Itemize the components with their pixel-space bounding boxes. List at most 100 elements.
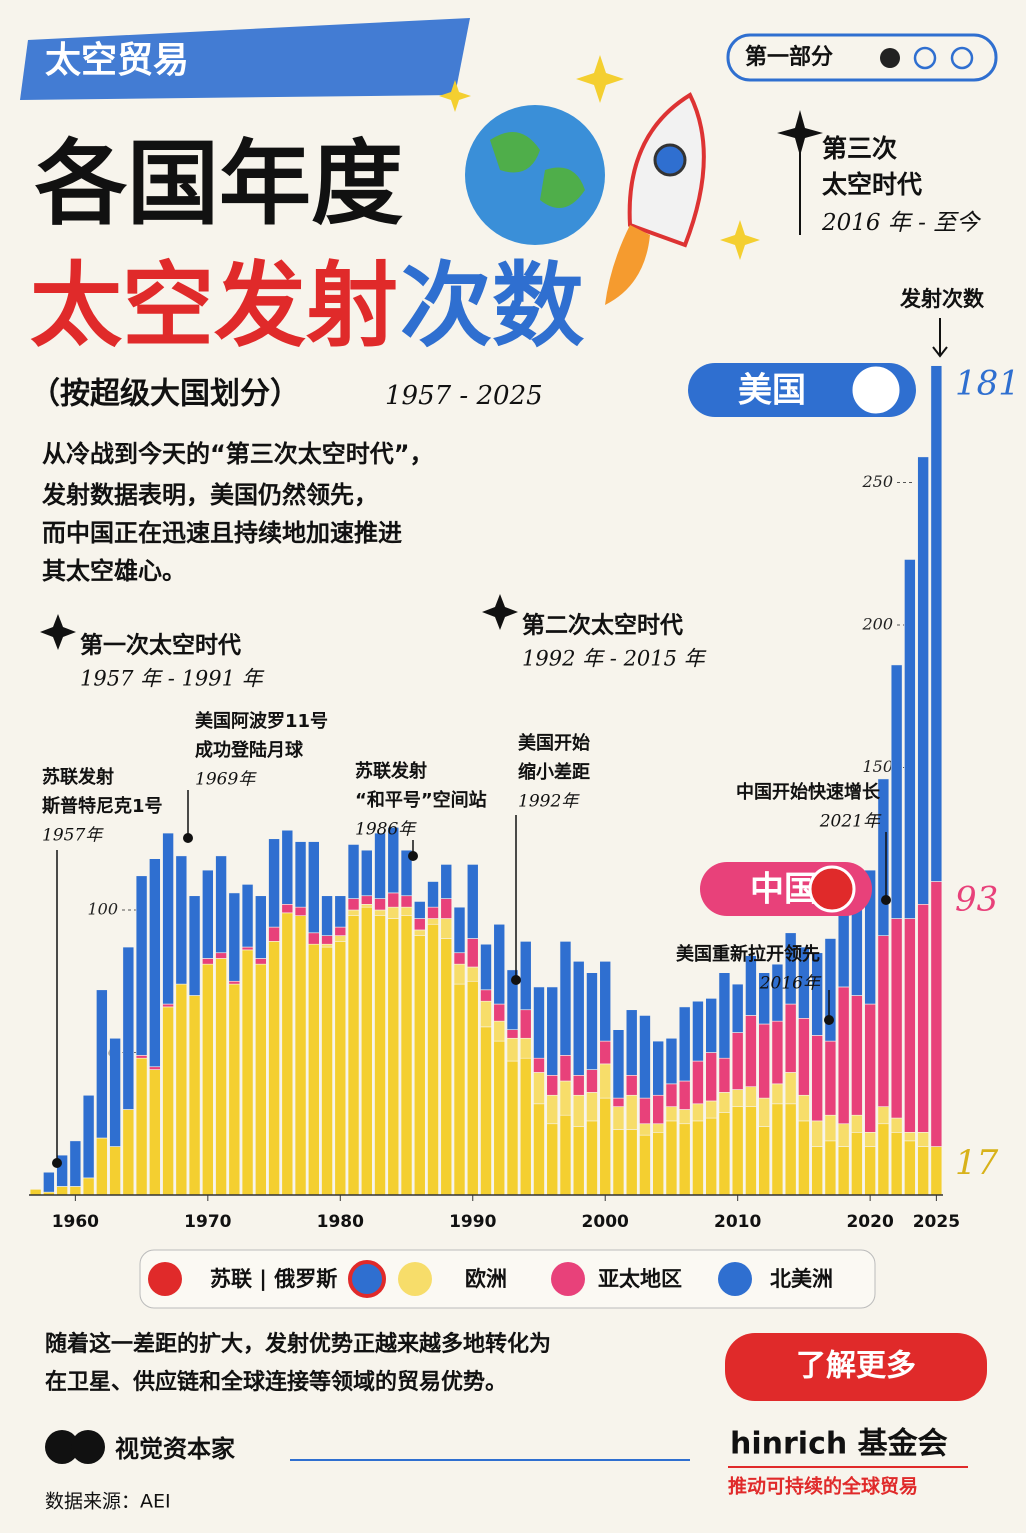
- x-tick-label: 2010: [714, 1212, 761, 1232]
- page-dot: [880, 48, 900, 68]
- bar-segment: [480, 989, 492, 1002]
- bar-segment: [69, 1140, 82, 1187]
- bar-segment: [771, 1083, 784, 1105]
- bar-segment: [387, 892, 400, 908]
- x-tick-label: 1970: [184, 1212, 231, 1232]
- bar-segment: [877, 1123, 890, 1196]
- bar-segment: [321, 935, 333, 945]
- bar-segment: [811, 1120, 823, 1147]
- bar-segment: [864, 1003, 876, 1133]
- bar-segment: [215, 855, 227, 954]
- bar-segment: [917, 1146, 929, 1196]
- bar-segment: [718, 1092, 731, 1113]
- bar-segment: [890, 1117, 903, 1133]
- bar-segment: [824, 938, 837, 1042]
- bar-segment: [294, 906, 307, 917]
- bar-segment: [122, 1109, 135, 1196]
- bar-segment: [255, 963, 267, 1196]
- bar-segment: [56, 1186, 68, 1196]
- bar-segment: [718, 1057, 731, 1093]
- bar-segment: [533, 1057, 545, 1073]
- bar-segment: [228, 983, 241, 1196]
- bar-segment: [824, 1140, 837, 1196]
- bar-segment: [904, 559, 916, 919]
- bar-segment: [625, 1075, 638, 1096]
- bar-segment: [241, 949, 254, 1196]
- bar-segment: [82, 1177, 95, 1196]
- bar-segment: [493, 1003, 506, 1022]
- bar-segment: [109, 1146, 121, 1196]
- bar-segment: [559, 1080, 572, 1116]
- bar-segment: [374, 915, 386, 1196]
- bar-segment: [268, 926, 280, 942]
- star: [482, 594, 518, 630]
- bar-segment: [678, 1109, 691, 1125]
- annotation-dot: [408, 851, 418, 861]
- bar-segment: [413, 901, 426, 919]
- bar-segment: [400, 906, 413, 917]
- bar-segment: [877, 935, 890, 1107]
- bar-segment: [864, 1132, 876, 1147]
- callout-label: 中国: [750, 870, 818, 910]
- bar-segment: [387, 906, 400, 919]
- bar-segment: [930, 365, 943, 882]
- bar-segment: [374, 832, 386, 899]
- bar-segment: [493, 923, 506, 1005]
- annotation: 美国阿波罗11号: [195, 710, 328, 732]
- bar-segment: [705, 1117, 717, 1196]
- page-dot: [913, 46, 937, 70]
- bar-segment: [837, 986, 850, 1125]
- bar-segment: [692, 1000, 704, 1062]
- bar-segment: [268, 941, 280, 1196]
- bar-segment: [506, 969, 519, 1030]
- bar-segment: [758, 972, 770, 1025]
- bar-segment: [453, 963, 466, 985]
- bar-segment: [281, 903, 294, 914]
- bar-segment: [360, 906, 373, 1196]
- bar-segment: [546, 1094, 559, 1125]
- bar-segment: [586, 972, 598, 1070]
- bar-segment: [678, 1080, 691, 1110]
- bar-segment: [466, 864, 479, 939]
- bar-segment: [307, 932, 320, 945]
- title-blue: 次数: [400, 252, 584, 359]
- legend-swatch: [398, 1262, 432, 1296]
- description: 其太空雄心。: [42, 557, 186, 585]
- bar-segment: [904, 1132, 916, 1142]
- bar-segment: [586, 1092, 598, 1122]
- annotation-date: 1969年: [195, 770, 257, 790]
- bar-segment: [188, 895, 201, 996]
- bar-segment: [82, 1094, 95, 1179]
- learn-more-label[interactable]: 了解更多: [796, 1349, 916, 1384]
- bar-segment: [69, 1186, 82, 1196]
- subtitle: （按超级大国划分）: [30, 377, 300, 412]
- bar-segment: [294, 915, 307, 1196]
- bar-segment: [784, 1072, 797, 1105]
- learn-more-button[interactable]: [725, 1333, 987, 1401]
- bar-segment: [347, 915, 360, 1196]
- bar-segment: [228, 980, 241, 985]
- bar-segment: [294, 841, 307, 908]
- bar-segment: [546, 1123, 559, 1196]
- bar-segment: [639, 1123, 651, 1136]
- sparkle: [576, 55, 624, 103]
- bar-segment: [864, 869, 876, 1005]
- annotation: 中国开始快速增长: [736, 781, 881, 803]
- bar-segment: [175, 983, 188, 1196]
- bar-segment: [784, 1103, 797, 1196]
- bar-segment: [43, 1171, 55, 1193]
- bar-segment: [625, 1094, 638, 1130]
- x-tick-label: 2000: [582, 1212, 629, 1232]
- brand-logo: [71, 1430, 105, 1464]
- y-tick-label: 250: [861, 472, 893, 491]
- era3-title: 太空时代: [822, 170, 922, 199]
- bar-segment: [202, 958, 214, 965]
- bar-segment: [440, 898, 453, 919]
- bar-segment: [506, 1060, 519, 1196]
- bar-segment: [745, 955, 757, 1016]
- bar-segment: [149, 1069, 161, 1196]
- legend-label: 亚太地区: [598, 1267, 682, 1291]
- bar-segment: [678, 1006, 691, 1082]
- bar-segment: [851, 1132, 863, 1196]
